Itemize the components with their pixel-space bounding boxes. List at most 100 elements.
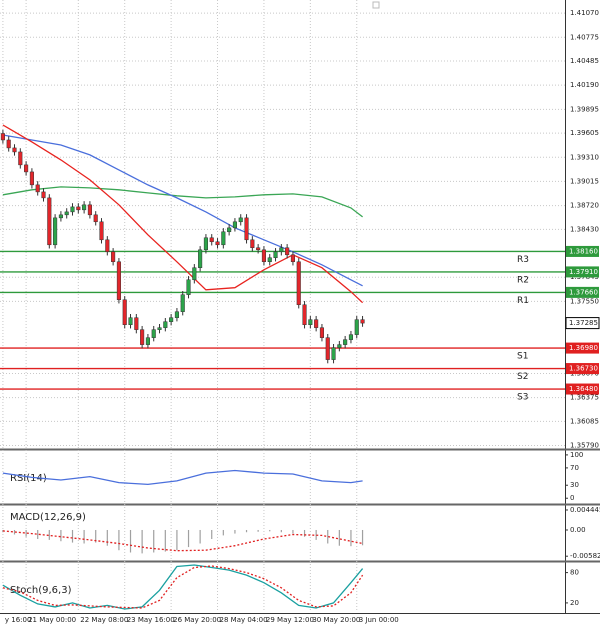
macd-bar [222, 529, 224, 536]
y-tick-label: 70 [570, 464, 579, 472]
candle-body [203, 237, 208, 251]
candle-body [244, 217, 249, 241]
level-name: S3 [517, 393, 528, 403]
last-price-label: 1.37285 [569, 319, 598, 327]
y-tick-label: 20 [570, 599, 579, 607]
candle-body [360, 319, 365, 324]
macd-bar [83, 529, 85, 544]
candle-body [337, 344, 342, 348]
macd-bar [269, 529, 271, 532]
y-tick-label: 1.39015 [570, 177, 599, 185]
candle-body [29, 171, 34, 186]
y-tick-label: 1.39310 [570, 153, 599, 161]
y-tick-label: -0.005827 [570, 552, 600, 560]
y-tick-label: 0 [570, 494, 574, 502]
candle-body [151, 329, 156, 338]
macd-bar [129, 529, 132, 553]
macd-bar [164, 529, 166, 552]
macd-bar [292, 529, 294, 534]
last-price-box [565, 317, 600, 330]
candle-body [267, 257, 272, 263]
candle-body [331, 347, 336, 360]
panel-separator [0, 448, 600, 451]
candle-body [122, 299, 127, 325]
candle-body [111, 251, 116, 263]
macd-bar [315, 529, 317, 540]
level-price-label: 1.36480 [569, 385, 598, 393]
candle-body [24, 164, 29, 173]
y-tick-label: 1.39605 [570, 129, 599, 137]
macd-bar [141, 529, 143, 554]
y-tick-label: 1.38720 [570, 202, 599, 210]
candle-body [290, 254, 295, 263]
candle-body [87, 204, 92, 216]
level-price-label: 1.37910 [569, 268, 598, 276]
candle-body [314, 319, 319, 328]
y-tick-label: 1.36085 [570, 417, 599, 425]
x-tick-label: 3 Jun 00:00 [359, 616, 399, 624]
macd-bar [25, 529, 27, 537]
candle-body [99, 221, 104, 241]
candle-body [163, 321, 168, 328]
x-tick-label: 22 May 08:00 [80, 616, 128, 624]
y-tick-label: 1.41070 [570, 9, 599, 17]
level-price-box [566, 266, 599, 278]
y-tick-label: 80 [570, 569, 579, 577]
candle-body [35, 184, 40, 193]
candle-body [227, 227, 232, 233]
candle-body [0, 133, 5, 141]
candle-body [47, 197, 52, 246]
macd-bar [234, 529, 236, 534]
candle-body [82, 204, 87, 211]
macd-bar [280, 529, 282, 533]
x-tick-label: 28 May 04:00 [220, 616, 268, 624]
candle-body [261, 249, 266, 263]
x-tick-label: 30 May 20:00 [312, 616, 360, 624]
candle-body [250, 239, 255, 249]
level-price-label: 1.36730 [569, 365, 598, 373]
candle-body [76, 206, 81, 211]
candle-body [140, 329, 145, 345]
level-name: R2 [517, 275, 529, 285]
candle-body [215, 241, 220, 246]
macd-title: MACD(12,26,9) [10, 512, 86, 523]
macd-bar [245, 529, 248, 533]
panel-separator [0, 560, 600, 563]
macd-bar [71, 529, 74, 543]
candle-body [348, 334, 353, 340]
macd-bar [327, 529, 329, 544]
candle-body [116, 261, 121, 301]
candle-body [105, 239, 110, 253]
indicator-line [2, 186, 363, 218]
candle-body [279, 247, 284, 253]
macd-bar [153, 529, 155, 553]
level-price-label: 1.38160 [569, 247, 598, 255]
level-price-label: 1.37660 [569, 288, 598, 296]
y-tick-label: 1.40485 [570, 57, 599, 65]
indicator-line [2, 134, 363, 287]
candle-body [128, 317, 133, 325]
candle-body [169, 317, 174, 322]
macd-bar [13, 529, 16, 535]
candle-body [192, 267, 197, 281]
y-tick-label: 1.39895 [570, 105, 599, 113]
candle-body [134, 317, 139, 330]
y-tick-label: 1.40190 [570, 81, 599, 89]
rsi-title: RSI(14) [10, 473, 47, 484]
macd-bar [303, 529, 306, 537]
candle-body [58, 214, 63, 219]
x-tick-label: y 16:00 [5, 616, 32, 624]
y-tick-label: 0.004445 [570, 506, 600, 514]
macd-bar [95, 529, 97, 543]
level-price-box [566, 286, 599, 298]
level-price-box [566, 363, 599, 375]
macd-bar [338, 529, 340, 546]
level-price-box [566, 342, 599, 354]
candle-body [198, 249, 203, 268]
macd-bar [48, 529, 50, 540]
macd-bar [37, 529, 39, 539]
y-tick-label: 0.00 [570, 526, 586, 534]
candle-body [221, 231, 226, 246]
level-name: R3 [517, 255, 529, 265]
